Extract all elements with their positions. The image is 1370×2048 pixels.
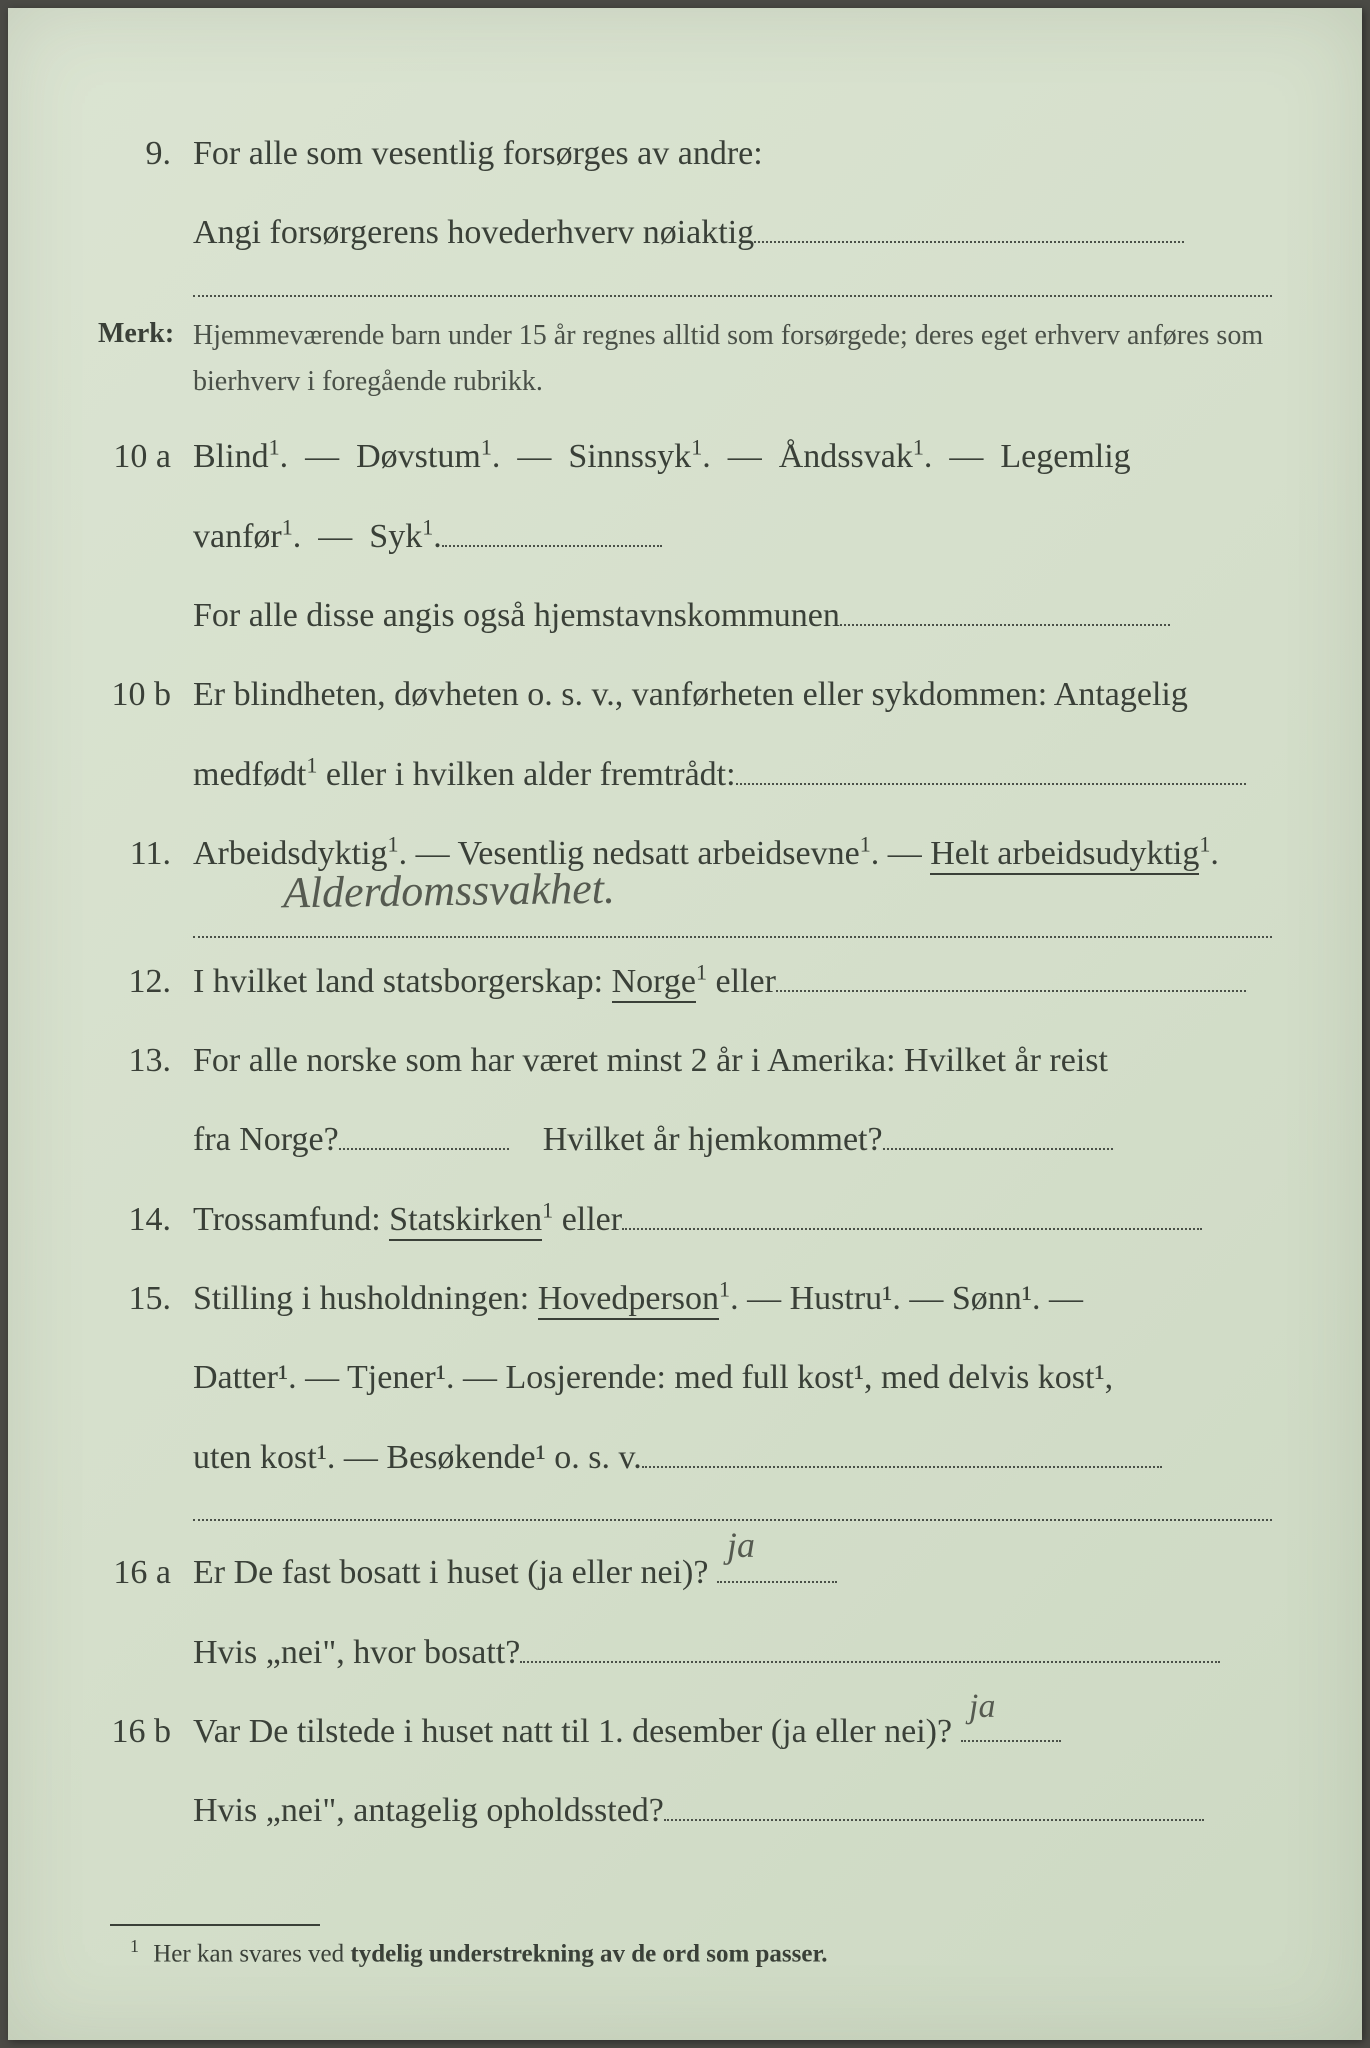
merk-text: Hjemmeværende barn under 15 år regnes al…	[193, 313, 1272, 405]
q15-row2: Datter¹. — Tjener¹. — Losjerende: med fu…	[108, 1342, 1272, 1413]
q11-handwritten-answer: Alderdomssvakhet.	[282, 843, 615, 940]
blank-line	[339, 1148, 509, 1150]
q15-selected: Hovedperson	[538, 1280, 719, 1320]
blank-line	[840, 624, 1170, 626]
q14-row: 14. Trossamfund: Statskirken1 eller	[108, 1184, 1272, 1255]
blank-line: Alderdomssvakhet.	[193, 898, 1272, 938]
blank-line	[642, 1466, 1162, 1468]
q9-number: 9.	[108, 128, 193, 179]
blank-line	[736, 783, 1246, 785]
footnote-text: 1 Her kan svares ved tydelig understrekn…	[130, 1936, 1272, 1968]
q16b-row1: 16 b Var De tilstede i huset natt til 1.…	[108, 1696, 1272, 1767]
q12-number: 12.	[108, 956, 193, 1007]
q12-row: 12. I hvilket land statsborgerskap: Norg…	[108, 946, 1272, 1017]
q10b-number: 10 b	[108, 669, 193, 720]
blank-line	[776, 990, 1246, 992]
q13-row2: fra Norge? Hvilket år hjemkommet?	[108, 1104, 1272, 1175]
blank-line: ja	[717, 1581, 837, 1583]
q11-selected: Helt arbeidsudyktig	[930, 835, 1199, 875]
q9-row1: 9. For alle som vesentlig forsørges av a…	[108, 118, 1272, 189]
blank-line-full	[193, 295, 1272, 297]
q16a-number: 16 a	[108, 1547, 193, 1598]
q12-selected: Norge	[612, 963, 696, 1003]
q11-row2: Alderdomssvakhet.	[108, 898, 1272, 938]
q14-selected: Statskirken	[389, 1201, 542, 1241]
blank-line	[883, 1148, 1113, 1150]
q15-row4	[108, 1519, 1272, 1521]
merk-label: Merk:	[98, 313, 193, 355]
q13-text1: For alle norske som har været minst 2 år…	[193, 1025, 1272, 1096]
q16a-row2: Hvis „nei", hvor bosatt?	[108, 1617, 1272, 1688]
blank-line	[622, 1228, 1202, 1230]
q10b-row2: medfødt1 eller i hvilken alder fremtrådt…	[108, 739, 1272, 810]
q10b-text1: Er blindheten, døvheten o. s. v., vanfør…	[193, 659, 1272, 730]
q10b-row1: 10 b Er blindheten, døvheten o. s. v., v…	[108, 659, 1272, 730]
blank-line	[442, 545, 662, 547]
q10a-number: 10 a	[108, 431, 193, 482]
q10a-text3: For alle disse angis også hjemstavnskomm…	[193, 597, 840, 634]
merk-row: Merk: Hjemmeværende barn under 15 år reg…	[108, 313, 1272, 405]
q16b-answer: ja	[968, 1670, 995, 1742]
q9-text1: For alle som vesentlig forsørges av andr…	[193, 118, 1272, 189]
footnote-rule	[110, 1924, 320, 1926]
q11-number: 11.	[108, 828, 193, 879]
q16a-answer: ja	[726, 1507, 755, 1583]
q10a-row3: For alle disse angis også hjemstavnskomm…	[108, 580, 1272, 651]
q15-text2: Datter¹. — Tjener¹. — Losjerende: med fu…	[193, 1342, 1272, 1413]
q13-row1: 13. For alle norske som har været minst …	[108, 1025, 1272, 1096]
footnote-area: 1 Her kan svares ved tydelig understrekn…	[98, 1919, 1272, 1968]
q14-number: 14.	[108, 1194, 193, 1245]
q9-row2: Angi forsørgerens hovederhverv nøiaktig	[108, 197, 1272, 268]
q13-number: 13.	[108, 1035, 193, 1086]
blank-line	[520, 1661, 1220, 1663]
q15-row3: uten kost¹. — Besøkende¹ o. s. v.	[108, 1422, 1272, 1493]
q10a-options: Blind1. — Døvstum1. — Sinnssyk1. — Åndss…	[193, 421, 1272, 492]
q9-text2: Angi forsørgerens hovederhverv nøiaktig	[193, 214, 754, 251]
blank-line	[664, 1819, 1204, 1821]
census-form-page: 9. For alle som vesentlig forsørges av a…	[8, 8, 1362, 2040]
q15-row1: 15. Stilling i husholdningen: Hovedperso…	[108, 1263, 1272, 1334]
blank-line	[754, 241, 1184, 243]
q15-number: 15.	[108, 1273, 193, 1324]
q16b-row2: Hvis „nei", antagelig opholdssted?	[108, 1775, 1272, 1846]
q10a-row2: vanfør1. — Syk1.	[108, 501, 1272, 572]
blank-line: ja	[961, 1740, 1061, 1742]
q16a-row1: 16 a Er De fast bosatt i huset (ja eller…	[108, 1537, 1272, 1608]
q16b-number: 16 b	[108, 1706, 193, 1757]
q10a-row1: 10 a Blind1. — Døvstum1. — Sinnssyk1. — …	[108, 421, 1272, 492]
q9-row3	[108, 295, 1272, 297]
